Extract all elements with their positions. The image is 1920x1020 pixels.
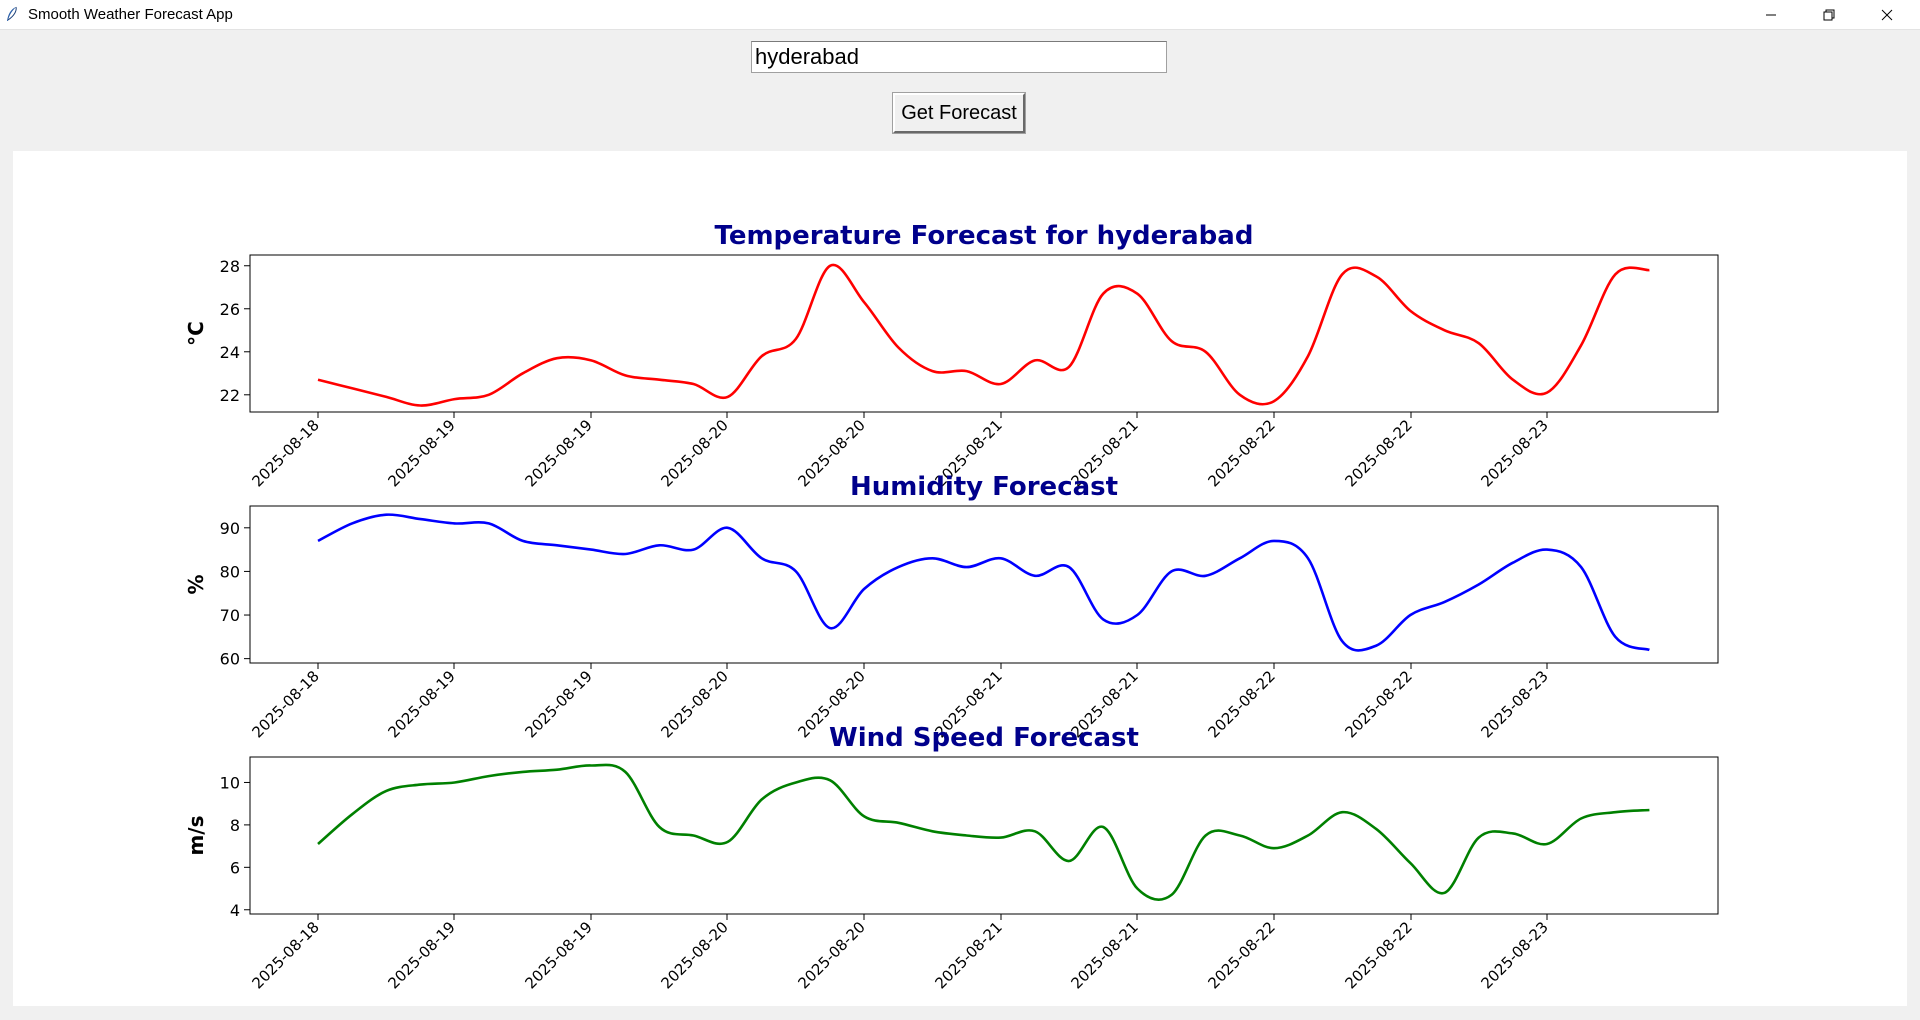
city-input[interactable] bbox=[751, 41, 1167, 73]
x-tick-label: 2025-08-18 bbox=[248, 416, 322, 490]
y-tick-label: 6 bbox=[230, 858, 240, 877]
forecast-charts: 22 24 26 28 2025-08-18 2025-08-19 2025-08-19 20… bbox=[184, 221, 1719, 992]
x-tick-label: 2025-08-23 bbox=[1477, 416, 1551, 490]
close-icon bbox=[1881, 9, 1893, 20]
x-tick-label: 2025-08-20 bbox=[794, 918, 868, 992]
x-tick-label: 2025-08-20 bbox=[657, 918, 731, 992]
chart-panel-2: 4 6 8 10 2025-08-18 2025-08-19 2025-08-19 2025-… bbox=[184, 723, 1719, 992]
minimize-button[interactable] bbox=[1748, 0, 1794, 29]
chart-title: Temperature Forecast for hyderabad bbox=[715, 221, 1254, 251]
window-title: Smooth Weather Forecast App bbox=[28, 6, 233, 23]
x-tick-label: 2025-08-18 bbox=[248, 918, 322, 992]
restore-button[interactable] bbox=[1806, 0, 1852, 29]
x-tick-label: 2025-08-19 bbox=[521, 667, 595, 741]
y-tick-label: 90 bbox=[220, 519, 240, 538]
x-tick-label: 2025-08-23 bbox=[1477, 667, 1551, 741]
x-tick-label: 2025-08-19 bbox=[521, 918, 595, 992]
x-tick-label: 2025-08-22 bbox=[1204, 667, 1278, 741]
y-tick-label: 4 bbox=[230, 901, 240, 920]
x-tick-label: 2025-08-22 bbox=[1204, 416, 1278, 490]
x-tick-label: 2025-08-22 bbox=[1204, 918, 1278, 992]
y-axis-label: m/s bbox=[184, 815, 208, 855]
axes-frame bbox=[249, 254, 1719, 413]
y-tick-label: 80 bbox=[220, 562, 240, 581]
chart-canvas: 22 24 26 28 2025-08-18 2025-08-19 2025-08-19 20… bbox=[13, 151, 1907, 1006]
series-line bbox=[317, 763, 1650, 902]
chart-panel-0: 22 24 26 28 2025-08-18 2025-08-19 2025-08-19 20… bbox=[184, 221, 1719, 490]
get-forecast-button[interactable]: Get Forecast bbox=[892, 92, 1026, 134]
x-tick-label: 2025-08-22 bbox=[1341, 416, 1415, 490]
chart-panel-1: 60 70 80 90 2025-08-18 2025-08-19 2025-08-19 20… bbox=[184, 472, 1719, 741]
y-tick-label: 24 bbox=[220, 343, 240, 362]
close-button[interactable] bbox=[1864, 0, 1910, 29]
y-axis-label: % bbox=[184, 574, 208, 594]
y-axis-label: °C bbox=[184, 321, 208, 346]
x-tick-label: 2025-08-21 bbox=[931, 918, 1005, 992]
x-tick-label: 2025-08-20 bbox=[657, 667, 731, 741]
axes-frame bbox=[249, 505, 1719, 664]
x-tick-label: 2025-08-23 bbox=[1477, 918, 1551, 992]
x-tick-label: 2025-08-22 bbox=[1341, 918, 1415, 992]
axes-frame bbox=[249, 756, 1719, 915]
x-tick-label: 2025-08-19 bbox=[384, 667, 458, 741]
x-tick-label: 2025-08-21 bbox=[1067, 918, 1141, 992]
minimize-icon bbox=[1766, 14, 1776, 15]
y-tick-label: 70 bbox=[220, 606, 240, 625]
y-tick-label: 22 bbox=[220, 386, 240, 405]
x-tick-label: 2025-08-19 bbox=[521, 416, 595, 490]
x-tick-label: 2025-08-22 bbox=[1341, 667, 1415, 741]
title-bar: Smooth Weather Forecast App bbox=[0, 0, 1920, 30]
x-tick-label: 2025-08-19 bbox=[384, 416, 458, 490]
y-tick-label: 26 bbox=[220, 300, 240, 319]
y-tick-label: 28 bbox=[220, 257, 240, 276]
series-line bbox=[317, 263, 1650, 407]
feather-icon bbox=[7, 6, 17, 21]
chart-title: Wind Speed Forecast bbox=[829, 723, 1139, 753]
x-tick-label: 2025-08-20 bbox=[657, 416, 731, 490]
chart-title: Humidity Forecast bbox=[850, 472, 1118, 502]
y-tick-label: 8 bbox=[230, 816, 240, 835]
series-line bbox=[317, 513, 1650, 652]
x-tick-label: 2025-08-18 bbox=[248, 667, 322, 741]
x-tick-label: 2025-08-19 bbox=[384, 918, 458, 992]
y-tick-label: 60 bbox=[220, 650, 240, 669]
restore-icon bbox=[1823, 9, 1835, 20]
y-tick-label: 10 bbox=[220, 773, 240, 792]
